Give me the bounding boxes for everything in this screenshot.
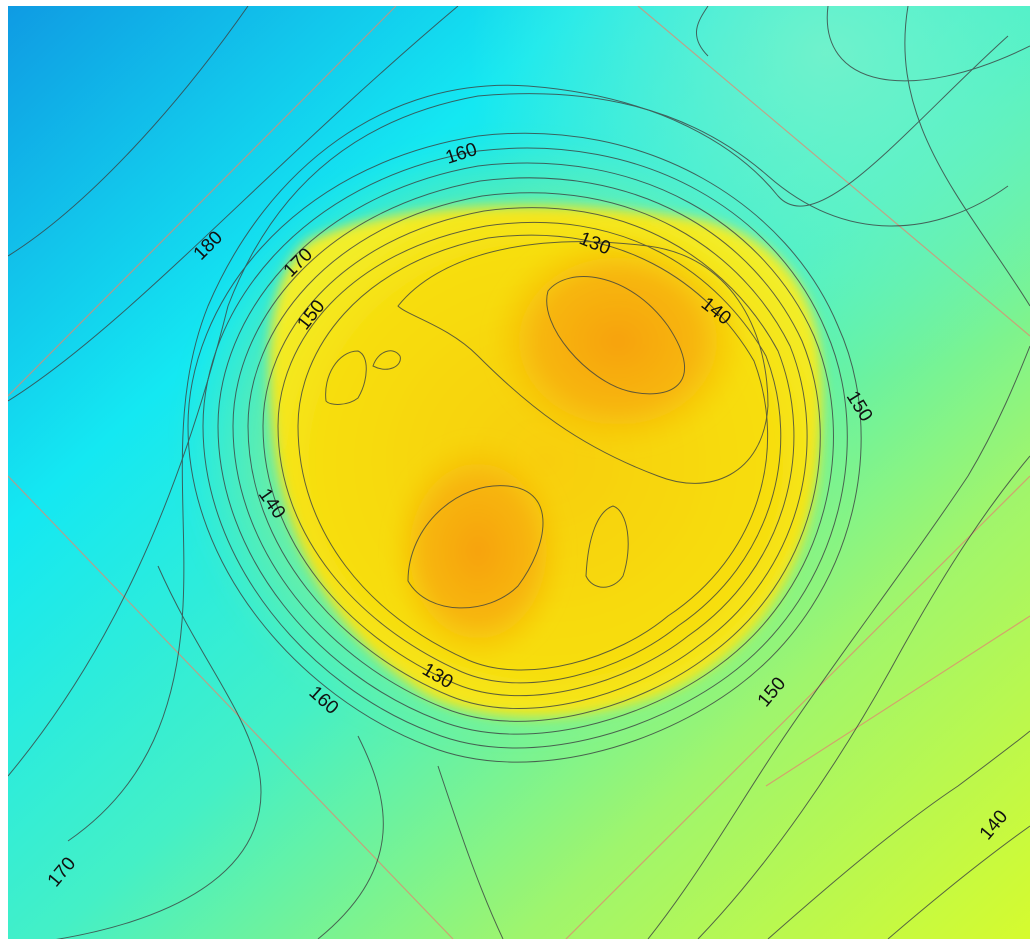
contour-lines — [8, 6, 1030, 939]
upper-deep-lobe — [488, 231, 748, 451]
lower-deep-lobe — [388, 436, 568, 666]
map-canvas: 180 170 160 150 130 140 150 140 130 160 … — [8, 6, 1030, 939]
grid-lines — [8, 6, 1030, 939]
contour-map[interactable]: 180 170 160 150 130 140 150 140 130 160 … — [8, 6, 1030, 939]
